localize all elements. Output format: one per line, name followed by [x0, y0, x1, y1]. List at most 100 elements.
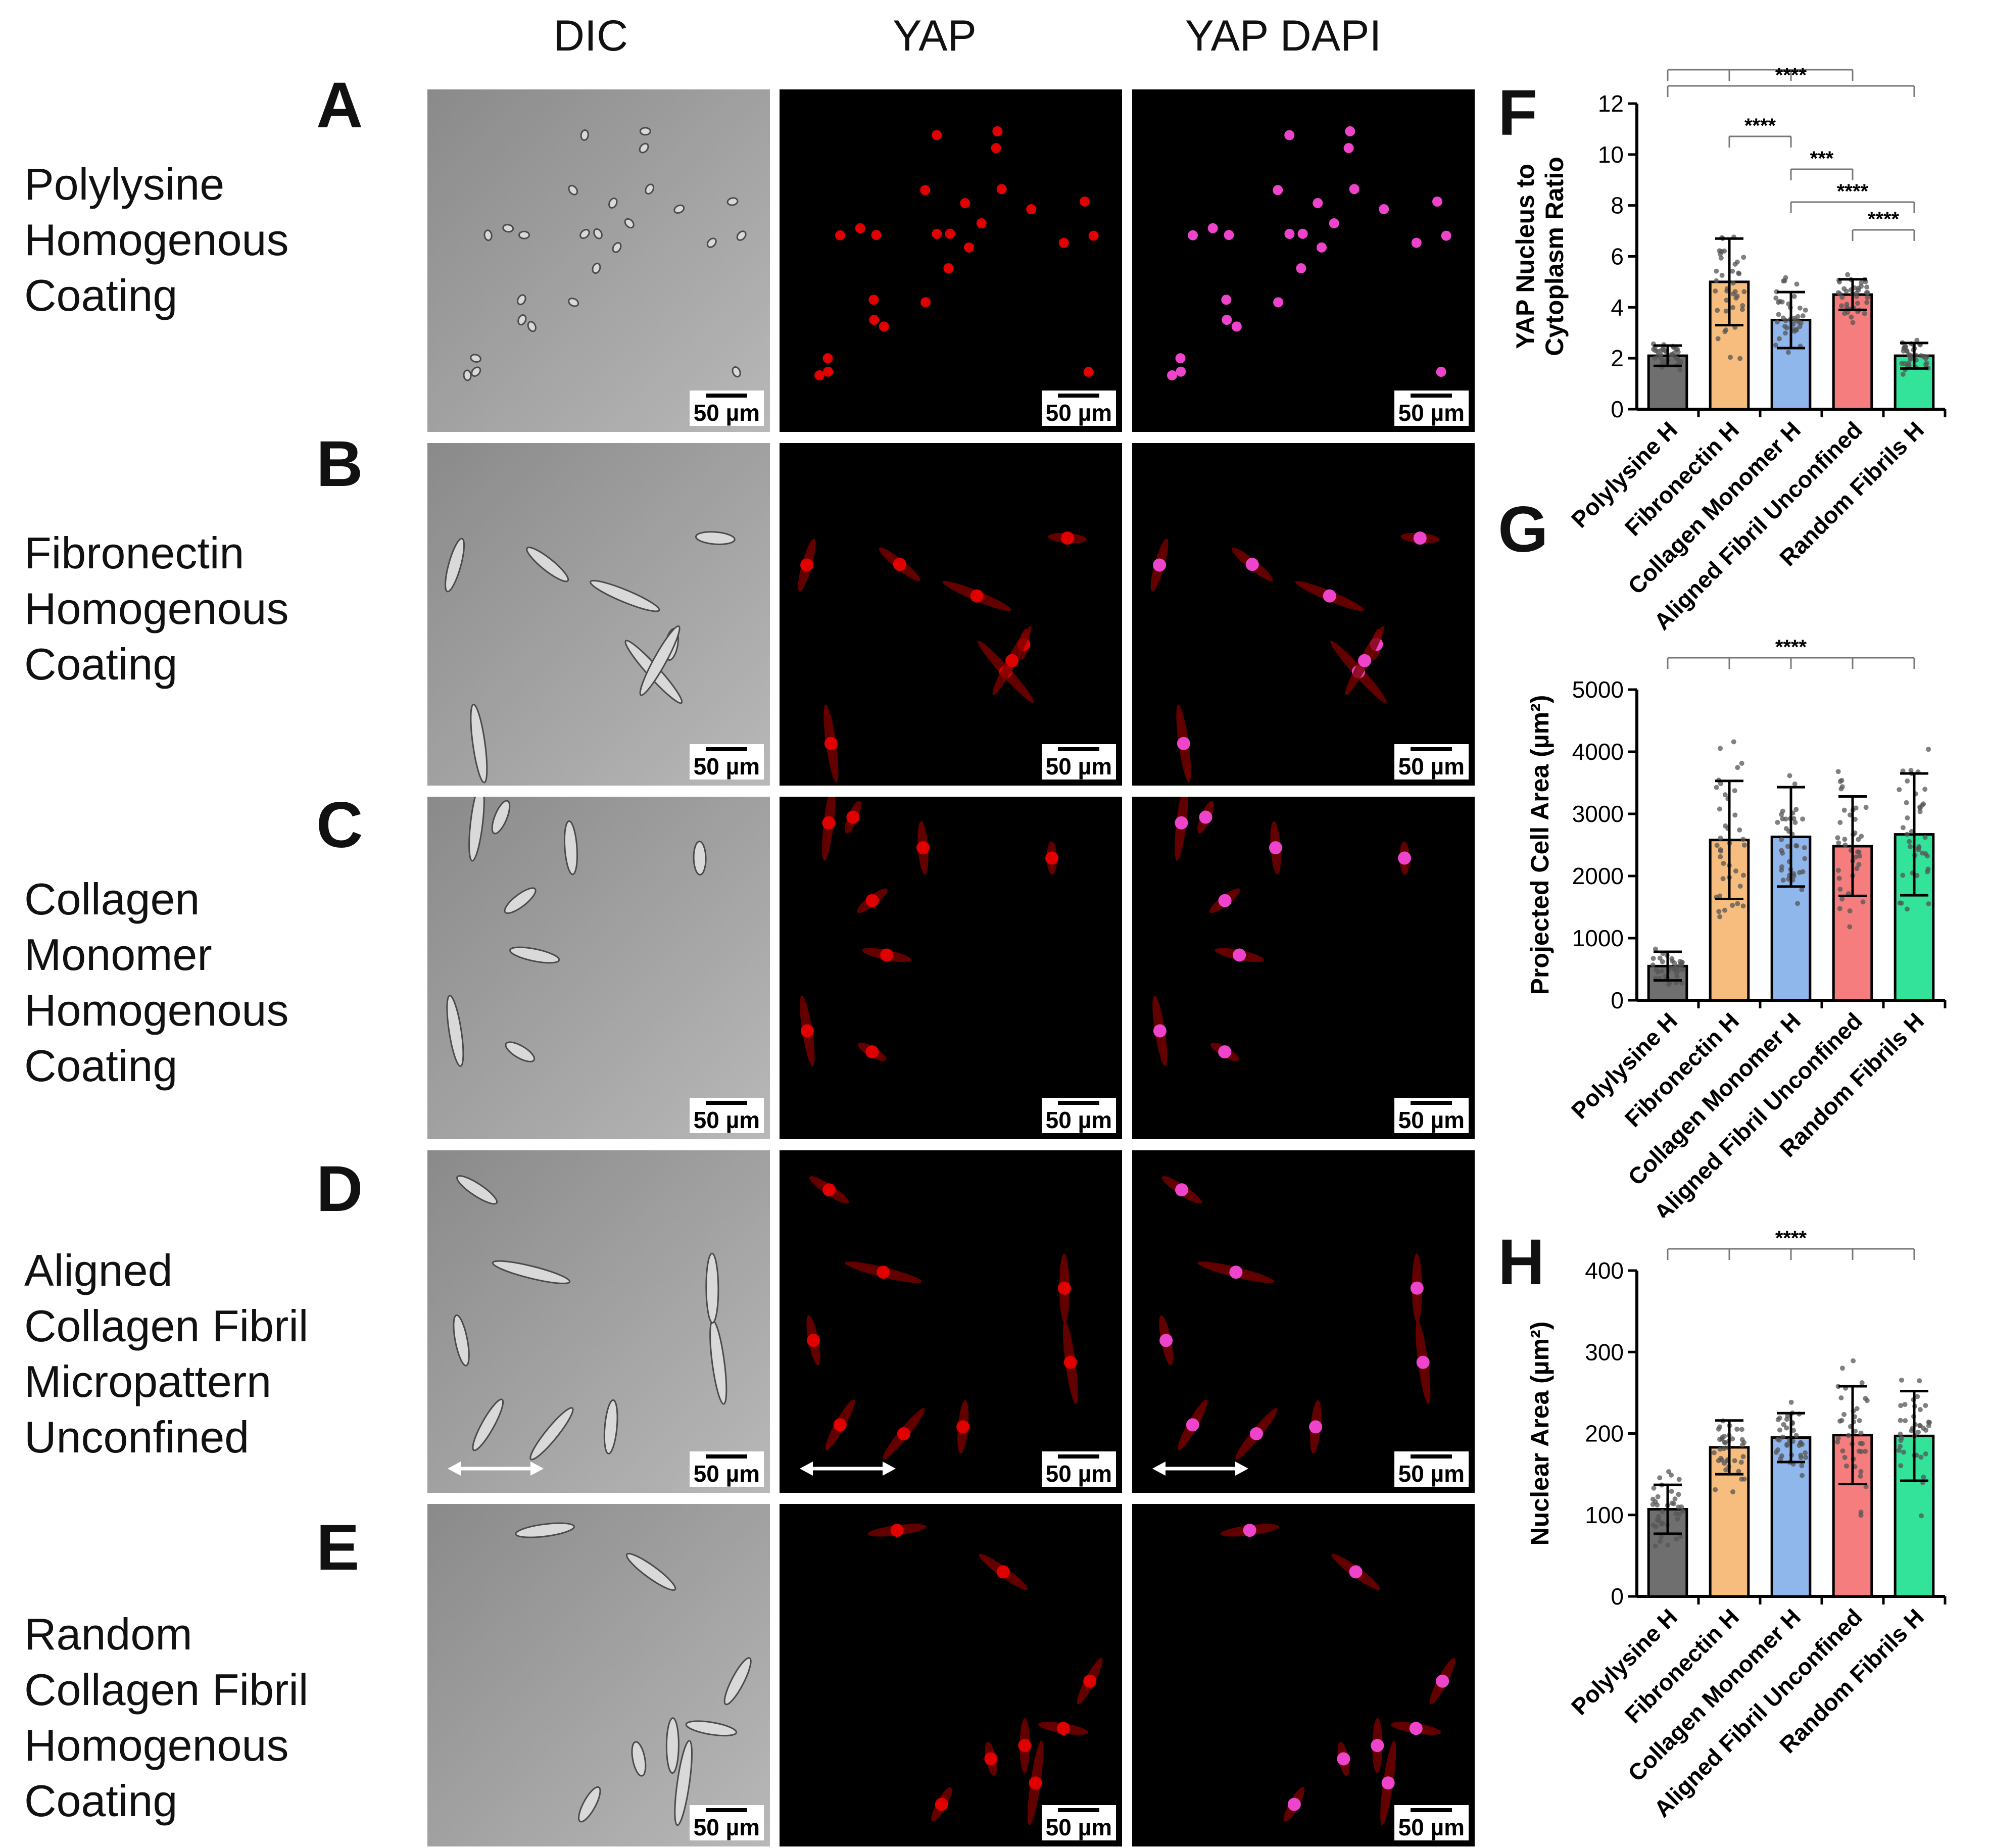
- row-label: Aligned Collagen Fibril Micropattern Unconf…: [24, 1243, 308, 1465]
- data-point: [1666, 982, 1671, 987]
- scale-bar: 50 µm: [1041, 1805, 1116, 1840]
- data-point: [1655, 353, 1661, 358]
- data-point: [1741, 872, 1746, 878]
- data-point: [1898, 1418, 1903, 1423]
- data-point: [1914, 873, 1920, 879]
- alignment-direction-arrow: [800, 1462, 896, 1476]
- scale-bar-line: [1411, 394, 1452, 398]
- data-point: [1737, 356, 1743, 361]
- row-label-line: Coating: [24, 639, 178, 689]
- data-point: [1837, 820, 1843, 825]
- data-point: [1678, 1534, 1684, 1539]
- data-point: [1839, 896, 1845, 902]
- y-tick-label: 100: [1585, 1502, 1624, 1528]
- y-tick-label: 10: [1598, 141, 1624, 168]
- data-point: [1658, 1538, 1663, 1544]
- data-point: [1904, 800, 1909, 805]
- data-point: [1779, 837, 1784, 842]
- data-point: [1718, 781, 1723, 787]
- significance-label: ***: [1810, 148, 1834, 170]
- data-point: [1723, 1467, 1729, 1473]
- data-point: [1673, 355, 1678, 361]
- data-point: [1791, 1428, 1797, 1433]
- scale-bar: 50 µm: [1394, 1098, 1469, 1133]
- data-point: [1794, 281, 1800, 287]
- row-label-line: Collagen Fibril: [24, 1301, 309, 1351]
- data-point: [1670, 958, 1675, 964]
- scale-bar-label: 50 µm: [1398, 1107, 1465, 1133]
- data-point: [1784, 1417, 1789, 1422]
- data-point: [1741, 842, 1747, 848]
- data-point: [1839, 295, 1845, 300]
- data-point: [1773, 343, 1778, 348]
- data-point: [1774, 319, 1780, 325]
- data-point: [1898, 1403, 1904, 1408]
- data-point: [1711, 1450, 1717, 1455]
- data-point: [1905, 779, 1910, 784]
- yap-dapi-image: 50 µm: [1132, 1150, 1475, 1493]
- row-label-line: Homogenous: [24, 985, 289, 1035]
- data-point: [1917, 1407, 1923, 1413]
- data-point: [1856, 1448, 1862, 1454]
- panel-letter-g: G: [1498, 494, 1548, 566]
- y-tick-label: 2000: [1572, 863, 1624, 889]
- data-point: [1839, 303, 1845, 309]
- data-point: [1921, 1426, 1926, 1431]
- yap-image: 50 µm: [780, 1150, 1122, 1493]
- data-point: [1671, 351, 1677, 356]
- dic-image: 50 µm: [427, 89, 770, 432]
- data-point: [1847, 908, 1853, 914]
- data-point: [1856, 862, 1862, 867]
- data-point: [1899, 1377, 1905, 1383]
- data-point: [1902, 345, 1907, 350]
- scale-bar-line: [706, 1454, 748, 1458]
- dic-image: 50 µm: [427, 1504, 770, 1846]
- data-point: [1655, 1494, 1661, 1499]
- data-point: [1915, 1394, 1920, 1399]
- data-point: [1793, 1433, 1799, 1438]
- row-label-line: Unconfined: [24, 1412, 250, 1462]
- row-label-line: Polylysine: [24, 159, 225, 209]
- row-label-line: Random: [24, 1609, 192, 1659]
- data-point: [1719, 1457, 1725, 1463]
- scale-bar: 50 µm: [1394, 744, 1469, 780]
- data-point: [1904, 349, 1910, 354]
- data-point: [1680, 967, 1685, 972]
- alignment-direction-arrow: [1152, 1462, 1248, 1476]
- yap-image: 50 µm: [780, 1504, 1122, 1846]
- yap-image: 50 µm: [780, 89, 1122, 432]
- data-point: [1917, 1378, 1922, 1384]
- data-point: [1900, 825, 1906, 831]
- data-point: [1859, 834, 1864, 839]
- data-point: [1864, 289, 1869, 295]
- data-point: [1672, 1496, 1678, 1502]
- data-point: [1722, 907, 1727, 913]
- data-point: [1741, 1440, 1747, 1445]
- data-point: [1800, 313, 1806, 319]
- data-point: [1717, 1446, 1723, 1452]
- scale-bar-line: [1058, 394, 1100, 398]
- data-point: [1802, 845, 1807, 850]
- data-point: [1858, 1430, 1864, 1436]
- scale-bar: 50 µm: [689, 1451, 764, 1487]
- data-point: [1674, 974, 1680, 979]
- y-axis-label: YAP Nucleus to: [1511, 164, 1539, 349]
- data-point: [1724, 298, 1729, 303]
- data-point: [1923, 362, 1928, 367]
- data-point: [1898, 1443, 1903, 1449]
- data-point: [1800, 816, 1806, 822]
- data-point: [1669, 1489, 1674, 1494]
- data-point: [1795, 319, 1801, 324]
- data-point: [1865, 295, 1870, 300]
- data-point: [1731, 739, 1736, 745]
- scale-bar-line: [706, 747, 748, 751]
- row-label-line: Homogenous: [24, 583, 289, 634]
- y-tick-label: 12: [1598, 90, 1624, 117]
- data-point: [1788, 1399, 1794, 1405]
- data-point: [1800, 1473, 1805, 1478]
- data-point: [1793, 843, 1799, 848]
- scale-bar-label: 50 µm: [693, 400, 760, 426]
- data-point: [1782, 330, 1788, 336]
- bar: [1709, 1446, 1750, 1598]
- row-label-line: Micropattern: [24, 1356, 272, 1406]
